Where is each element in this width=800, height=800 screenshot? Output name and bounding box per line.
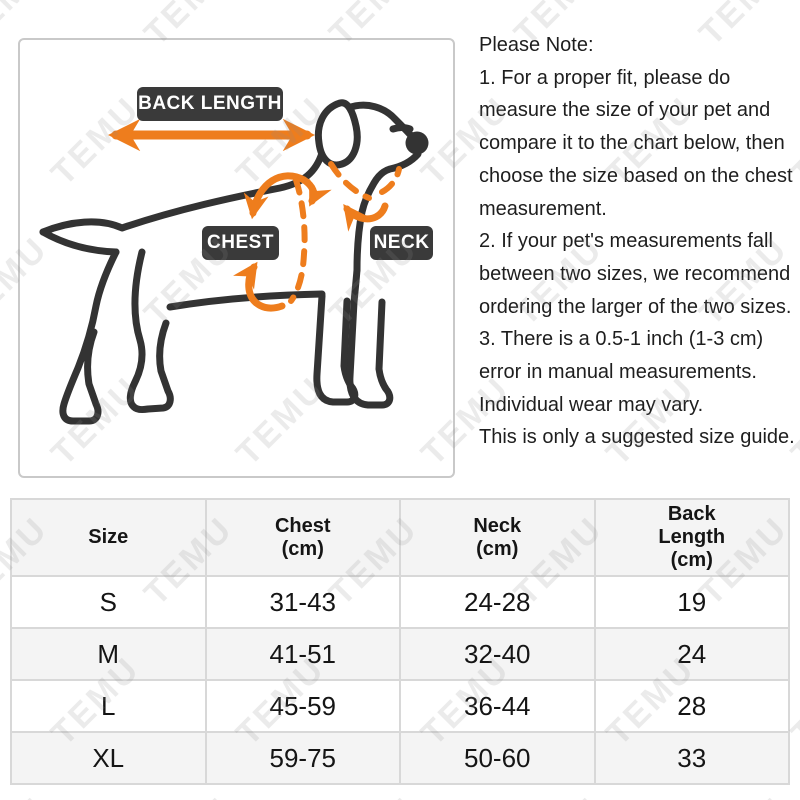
size-cell: 28 bbox=[593, 679, 790, 733]
dog-nose bbox=[405, 131, 429, 155]
note-line: measure the size of your pet and bbox=[479, 99, 771, 122]
size-cell: M bbox=[10, 627, 207, 681]
note-line: 2. If your pet's measurements fall bbox=[479, 230, 773, 253]
size-cell: 45-59 bbox=[204, 679, 401, 733]
watermark-text: TEMU bbox=[0, 789, 56, 800]
size-table: Size Chest (cm) Neck (cm) Back Length (cm) S 31-… bbox=[10, 498, 790, 785]
chest-label: CHEST bbox=[202, 226, 279, 260]
note-line: compare it to the chart below, then bbox=[479, 132, 785, 155]
note-line: measurement. bbox=[479, 197, 607, 220]
dog-illustration bbox=[39, 99, 429, 425]
note-line: choose the size based on the chest bbox=[479, 164, 793, 187]
size-notes: Please Note: 1. For a proper fit, please … bbox=[479, 29, 800, 454]
size-cell: 59-75 bbox=[204, 731, 401, 785]
size-cell: 50-60 bbox=[399, 731, 596, 785]
note-line: This is only a suggested size guide. bbox=[479, 426, 795, 449]
size-row: S 31-43 24-28 19 bbox=[10, 575, 790, 629]
watermark-text: TEMU bbox=[507, 789, 611, 800]
note-line: Please Note: bbox=[479, 34, 594, 56]
column-header: Back Length (cm) bbox=[593, 498, 790, 577]
column-header: Size bbox=[10, 498, 207, 577]
muzzle-line bbox=[389, 124, 414, 133]
size-cell: 33 bbox=[593, 731, 790, 785]
column-header: Neck (cm) bbox=[399, 498, 596, 577]
dog-ear bbox=[314, 99, 361, 169]
size-cell: 31-43 bbox=[204, 575, 401, 629]
note-line: 1. For a proper fit, please do bbox=[479, 66, 731, 89]
note-line: Individual wear may vary. bbox=[479, 393, 704, 416]
size-row: L 45-59 36-44 28 bbox=[10, 679, 790, 733]
size-cell: S bbox=[10, 575, 207, 629]
size-cell: 32-40 bbox=[399, 627, 596, 681]
note-line: 3. There is a 0.5-1 inch (1-3 cm) bbox=[479, 328, 764, 351]
note-line: error in manual measurements. bbox=[479, 361, 757, 384]
back-length-label: BACK LENGTH bbox=[137, 87, 283, 121]
neck-label: NECK bbox=[370, 226, 433, 260]
watermark-text: TEMU bbox=[322, 789, 426, 800]
size-cell: 19 bbox=[593, 575, 790, 629]
neck-measurement-marks bbox=[328, 161, 402, 232]
header-row: Size Chest (cm) Neck (cm) Back Length (cm) bbox=[10, 498, 790, 577]
size-cell: 36-44 bbox=[399, 679, 596, 733]
watermark-text: TEMU bbox=[692, 789, 796, 800]
size-cell: 24 bbox=[593, 627, 790, 681]
dog-outline bbox=[39, 99, 429, 425]
size-cell: XL bbox=[10, 731, 207, 785]
size-row: XL 59-75 50-60 33 bbox=[10, 731, 790, 785]
size-row: M 41-51 32-40 24 bbox=[10, 627, 790, 681]
size-cell: 24-28 bbox=[399, 575, 596, 629]
dog-measurement-diagram: BACK LENGTH CHEST NECK bbox=[18, 38, 455, 478]
note-line: ordering the larger of the two sizes. bbox=[479, 295, 792, 318]
column-header: Chest (cm) bbox=[204, 498, 401, 577]
note-line: between two sizes, we recommend bbox=[479, 262, 791, 285]
size-cell: 41-51 bbox=[204, 627, 401, 681]
size-cell: L bbox=[10, 679, 207, 733]
chest-measurement-marks bbox=[233, 172, 332, 312]
watermark-text: TEMU bbox=[137, 789, 241, 800]
